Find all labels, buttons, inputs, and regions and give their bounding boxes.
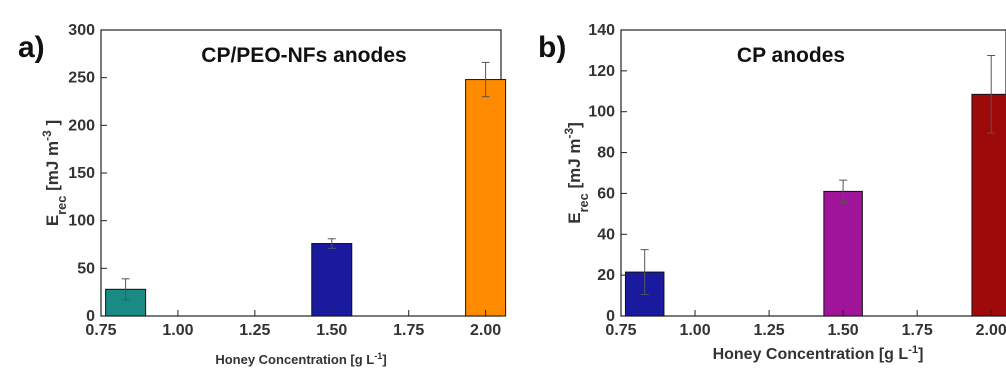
plot-frame <box>620 29 1006 317</box>
panel-label: a) <box>18 31 45 64</box>
error-bar-3 <box>987 55 996 134</box>
chart-panel-b: 0 20 40 60 80 100 120 140 0.75 1.00 1.25 1.50 1.75 2.… <box>538 22 1006 363</box>
x-tick-label: 0.75 <box>85 322 116 339</box>
x-axis-label: Honey Concentration [g L-1] <box>713 344 924 363</box>
x-tick-label: 1.50 <box>828 322 859 339</box>
y-tick-label: 250 <box>68 70 95 87</box>
x-tick-label: 1.00 <box>679 322 710 339</box>
y-tick-label: 100 <box>588 104 615 121</box>
y-tick-label: 140 <box>588 22 615 39</box>
x-tick-label: 1.75 <box>902 322 933 339</box>
x-tick-label: 2.00 <box>976 322 1006 339</box>
panel-label: b) <box>538 31 566 64</box>
error-bar-1 <box>121 278 130 301</box>
error-bar-3 <box>481 61 490 98</box>
y-tick-label: 80 <box>597 145 615 162</box>
error-bar-2 <box>327 238 336 249</box>
x-tick-label: 1.25 <box>754 322 785 339</box>
x-tick-label: 1.25 <box>239 322 270 339</box>
plot-frame <box>100 29 502 317</box>
y-tick-label: 120 <box>588 63 615 80</box>
y-axis-label: Erec [mJ m-3] <box>562 122 591 224</box>
y-axis-label: Erec [mJ m-3 ] <box>40 120 69 226</box>
y-tick-label: 60 <box>597 185 615 202</box>
x-tick-label: 1.75 <box>393 322 424 339</box>
x-axis-label: Honey Concentration [g L-1] <box>215 351 386 367</box>
chart-panel-a: 0 50 100 150 200 250 300 0.75 1.00 1.25 1.50 1.75 2.… <box>18 22 507 367</box>
y-tick-label: 150 <box>68 165 95 182</box>
y-tick-label: 0 <box>606 308 615 325</box>
bar-2 <box>823 190 863 317</box>
error-bar-1 <box>640 249 649 296</box>
x-tick-label: 0.75 <box>605 322 636 339</box>
chart-title: CP anodes <box>737 44 845 67</box>
bar-2 <box>311 243 353 317</box>
x-tick-label: 2.00 <box>470 322 501 339</box>
error-bar-2 <box>839 179 848 204</box>
x-tick-label: 1.00 <box>162 322 193 339</box>
y-tick-label: 50 <box>77 260 95 277</box>
chart-title: CP/PEO-NFs anodes <box>201 44 406 67</box>
bar-3 <box>971 93 1006 317</box>
y-tick-label: 200 <box>68 117 95 134</box>
y-tick-label: 300 <box>68 22 95 39</box>
y-tick-label: 20 <box>597 267 615 284</box>
y-tick-label: 100 <box>68 213 95 230</box>
bar-3 <box>465 79 507 317</box>
y-tick-label: 0 <box>86 308 95 325</box>
y-tick-label: 40 <box>597 226 615 243</box>
x-tick-label: 1.50 <box>316 322 347 339</box>
